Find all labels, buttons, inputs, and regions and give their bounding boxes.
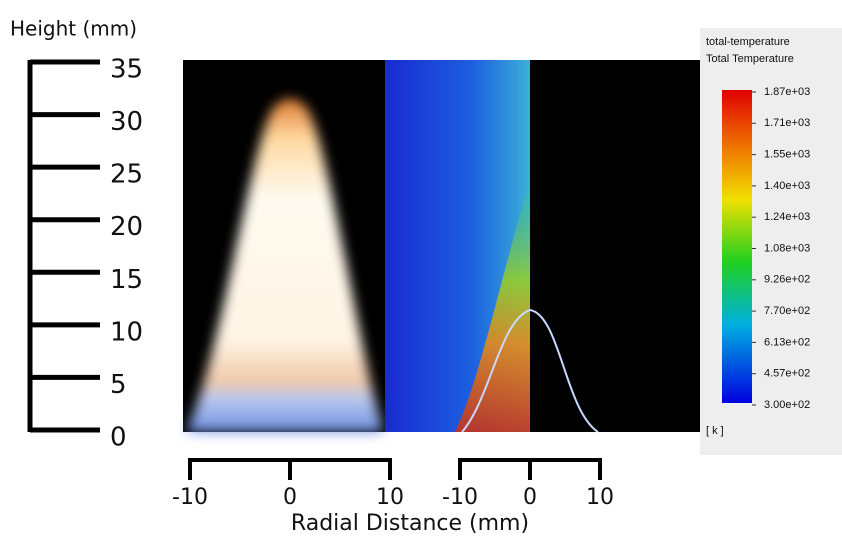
colorbar-label: 9.26e+02 (764, 274, 810, 286)
colorbar-label: 4.57e+02 (764, 368, 810, 380)
colorbar-label: 1.71e+03 (764, 117, 810, 129)
flame (186, 98, 384, 432)
y-tick-label: 30 (110, 107, 143, 137)
y-tick-label: 15 (110, 265, 143, 295)
colorbar-label: 6.13e+02 (764, 336, 810, 348)
x-tick-label: 0 (523, 485, 537, 510)
colorbar-label: 1.87e+03 (764, 86, 810, 98)
x-tick-label: -10 (442, 485, 478, 510)
colorbar-label: 1.24e+03 (764, 211, 810, 223)
y-axis-title: Height (mm) (10, 17, 137, 41)
colorbar-label: 7.70e+02 (764, 305, 810, 317)
y-tick-label: 25 (110, 160, 143, 190)
colorbar-label: 1.40e+03 (764, 180, 810, 192)
y-tick-label: 0 (110, 423, 127, 453)
colorbar (722, 90, 752, 403)
y-tick-label: 5 (110, 370, 127, 400)
colorbar-label: 3.00e+02 (764, 399, 810, 411)
colorbar-label: 1.55e+03 (764, 149, 810, 161)
colorbar-label: 1.08e+03 (764, 242, 810, 254)
y-tick-label: 10 (110, 317, 143, 347)
x-tick-label: -10 (172, 485, 208, 510)
hot-zone (455, 180, 530, 432)
y-tick-label: 20 (110, 212, 143, 242)
x-tick-label: 0 (283, 485, 297, 510)
y-tick-label: 35 (110, 55, 143, 85)
black-region (530, 60, 700, 432)
x-ticks: -10 0 10 -10 0 10 (172, 460, 614, 510)
colorbar-subtitle: Total Temperature (706, 53, 794, 65)
x-tick-label: 10 (586, 485, 614, 510)
colorbar-unit: [ k ] (706, 425, 724, 437)
y-ticks: 35 30 25 20 15 10 5 0 (30, 55, 143, 453)
colorbar-labels: 1.87e+03 1.71e+03 1.55e+03 1.40e+03 1.24e+03… (752, 86, 810, 411)
x-tick-label: 10 (376, 485, 404, 510)
x-axis-title: Radial Distance (mm) (291, 511, 529, 536)
flame-profile (461, 308, 599, 433)
colorbar-title: total-temperature (706, 36, 790, 48)
